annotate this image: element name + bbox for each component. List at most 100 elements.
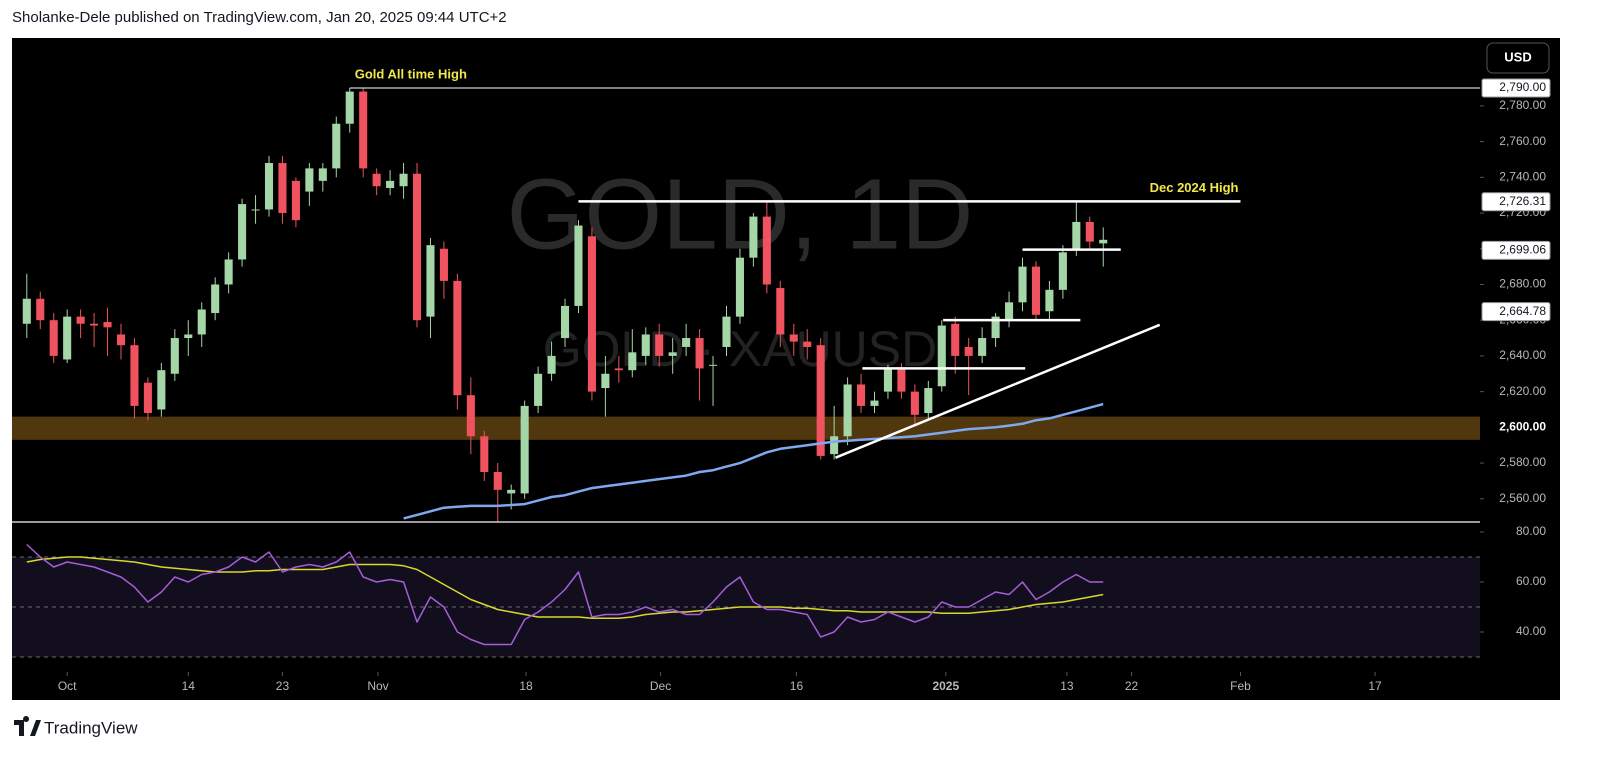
candle-body: [762, 216, 771, 285]
x-tick-label: Nov: [367, 679, 388, 693]
candle-body: [897, 368, 906, 392]
candle-body: [1058, 252, 1067, 290]
y-tick-label: 80.00: [1516, 524, 1546, 538]
candle-body: [1018, 266, 1027, 303]
currency-label[interactable]: USD: [1504, 49, 1531, 64]
x-tick-label: 17: [1368, 679, 1382, 693]
price-label-box: [1481, 240, 1551, 260]
x-tick-label: Feb: [1230, 679, 1251, 693]
candle-body: [978, 338, 987, 356]
price-label: 2,699.06: [1499, 243, 1546, 257]
y-tick-label: 2,580.00: [1499, 455, 1546, 469]
candle-body: [708, 364, 718, 366]
candle-body: [264, 163, 274, 210]
candle-body: [291, 180, 300, 221]
candle-body: [910, 391, 919, 415]
y-tick-label: 2,760.00: [1499, 134, 1546, 148]
candle-body: [574, 225, 583, 306]
candle-body: [682, 338, 691, 347]
candle-body: [628, 352, 637, 371]
candle-body: [372, 173, 381, 187]
candle-body: [76, 316, 85, 324]
price-label-box: [1481, 302, 1551, 322]
candle-body: [964, 346, 973, 356]
logo-text: TradingView: [44, 718, 138, 737]
y-tick-label: 60.00: [1516, 574, 1546, 588]
candle-body: [278, 163, 287, 214]
candle-body: [36, 298, 45, 321]
rsi-line: [26, 556, 1104, 620]
candle-body: [157, 370, 166, 410]
y-tick-label: 2,560.00: [1499, 491, 1546, 505]
candle-body: [534, 373, 543, 406]
candle-body: [1085, 221, 1094, 242]
candle-body: [116, 334, 126, 346]
candle-body: [830, 436, 839, 455]
line-label: Dec 2024 High: [1150, 180, 1239, 195]
candle-body: [668, 352, 677, 356]
currency-button[interactable]: [1486, 42, 1550, 74]
candle-body: [614, 368, 623, 371]
candle-body: [251, 209, 260, 211]
price-label: 2,600.00: [1499, 420, 1546, 434]
candle-body: [1099, 239, 1108, 244]
candle-body: [49, 320, 58, 356]
candle-body: [130, 345, 139, 406]
y-tick-label: 2,780.00: [1499, 98, 1546, 112]
y-tick-label: 40.00: [1516, 624, 1546, 638]
candle-body: [857, 384, 866, 406]
candle-body: [399, 173, 408, 187]
candle-body: [386, 180, 395, 189]
candle-body: [749, 216, 758, 258]
candle-body: [560, 305, 570, 339]
candle-body: [305, 168, 314, 192]
x-tick-label: 18: [519, 679, 533, 693]
candle-body: [735, 257, 744, 317]
x-tick-label: 16: [790, 679, 804, 693]
candle-body: [601, 373, 610, 389]
candle-body: [63, 316, 72, 360]
support-zone: [12, 416, 1480, 440]
candle-body: [883, 368, 892, 392]
price-label-box: [1481, 192, 1551, 212]
candle-body: [789, 334, 798, 342]
candle-body: [803, 341, 812, 347]
x-tick-label: Dec: [650, 679, 671, 693]
candle-body: [345, 91, 354, 124]
candle-body: [655, 334, 664, 356]
candle-body: [439, 248, 448, 281]
candle-body: [695, 338, 704, 369]
x-tick-label: 22: [1125, 679, 1139, 693]
x-tick-label: 2025: [932, 679, 959, 693]
candle-body: [90, 323, 99, 326]
candle-body: [318, 168, 327, 181]
candle-body: [238, 204, 247, 260]
candle-body: [466, 395, 475, 437]
logo-icon: [14, 716, 41, 736]
y-tick-label: 2,740.00: [1499, 169, 1546, 183]
candle-body: [1072, 221, 1081, 249]
candle-body: [1005, 302, 1014, 321]
drawn-line: [835, 323, 1161, 459]
candle-body: [480, 436, 489, 472]
x-tick-label: Oct: [58, 679, 77, 693]
y-tick-label: 2,640.00: [1499, 348, 1546, 362]
price-label: 2,726.31: [1499, 194, 1546, 208]
candle-body: [722, 316, 731, 347]
price-label: 2,790.00: [1499, 80, 1546, 94]
x-tick-label: 14: [182, 679, 196, 693]
candle-body: [520, 405, 529, 494]
candle-body: [224, 259, 233, 285]
y-tick-label: 2,620.00: [1499, 384, 1546, 398]
price-label: 2,664.78: [1499, 304, 1546, 318]
candle-body: [197, 309, 206, 335]
candle-body: [937, 325, 946, 387]
candle-body: [816, 345, 825, 456]
candle-body: [843, 384, 852, 437]
moving-average: [403, 402, 1104, 520]
candle-body: [951, 323, 960, 356]
candle-body: [924, 388, 933, 414]
candle-body: [507, 489, 516, 494]
candle-body: [103, 321, 112, 328]
